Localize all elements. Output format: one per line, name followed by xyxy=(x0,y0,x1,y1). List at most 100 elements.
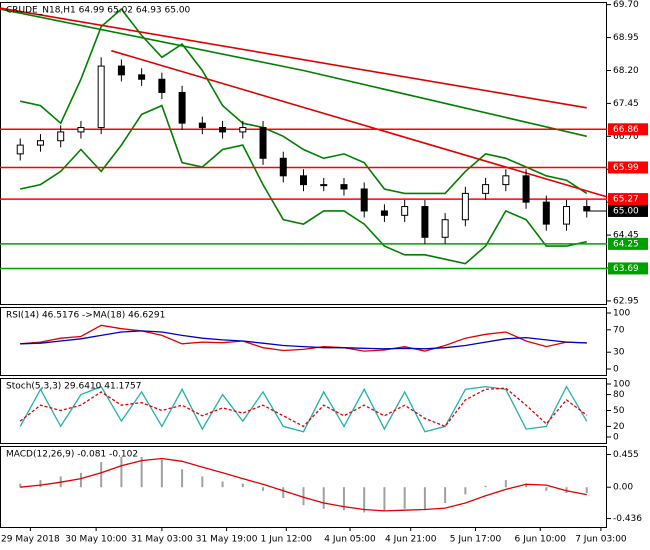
histogram-bar xyxy=(181,469,184,488)
panel-title: MACD(12,26,9) -0.081 -0.102 xyxy=(6,450,138,460)
y-tick-label: 20 xyxy=(613,422,625,432)
histogram-bar xyxy=(565,487,568,493)
candle-body xyxy=(259,127,267,159)
y-tick-label: 0 xyxy=(613,433,619,443)
level-tag xyxy=(608,161,648,174)
y-tick-label: 100 xyxy=(613,380,630,390)
candle-body xyxy=(563,206,571,225)
histogram-bar xyxy=(322,487,325,509)
histogram-bar xyxy=(282,487,285,498)
candle-body xyxy=(421,206,429,238)
candle-body xyxy=(219,127,227,133)
x-tick-label: 5 Jun 17:00 xyxy=(450,535,502,545)
histogram-bar xyxy=(302,487,305,506)
candle-body xyxy=(502,175,510,186)
y-tick-label: 0.00 xyxy=(613,483,633,493)
candle-body xyxy=(279,157,287,177)
y-tick-label: 70 xyxy=(613,325,625,335)
trend-line xyxy=(0,8,587,138)
candle-body xyxy=(340,184,348,190)
histogram-bar xyxy=(19,483,22,488)
x-tick-label: 29 May 2018 xyxy=(1,535,60,545)
x-tick-label: 4 Jun 05:00 xyxy=(324,535,376,545)
histogram-bar xyxy=(383,487,386,511)
panel-title: RSI(14) 46.5176 ->MA(18) 46.6291 xyxy=(6,311,165,321)
last-price-label: 65.00 xyxy=(613,206,639,216)
y-tick-label: 68.95 xyxy=(613,33,639,43)
histogram-bar xyxy=(160,459,163,488)
histogram-bar xyxy=(79,472,82,488)
x-tick-label: 31 May 19:00 xyxy=(196,535,258,545)
y-tick-label: 50 xyxy=(613,406,625,416)
y-tick-label: 0.455 xyxy=(613,450,639,460)
y-tick-label: 62.95 xyxy=(613,296,639,306)
y-tick-label: 67.45 xyxy=(613,99,639,109)
histogram-bar xyxy=(484,485,487,488)
y-tick-label: 100 xyxy=(613,309,630,319)
level-label: 64.25 xyxy=(613,239,639,249)
level-tag xyxy=(608,193,648,206)
candle-body xyxy=(16,144,24,155)
histogram-bar xyxy=(525,483,528,488)
x-tick-label: 31 May 03:00 xyxy=(131,535,193,545)
candle-body xyxy=(239,127,247,133)
candle-body xyxy=(178,91,186,124)
histogram-bar xyxy=(585,487,588,494)
candle-body xyxy=(36,140,44,146)
candle-body xyxy=(300,175,307,186)
level-tag xyxy=(608,123,648,136)
level-label: 66.86 xyxy=(613,125,639,135)
level-tag xyxy=(608,237,648,250)
candle-body xyxy=(522,175,530,203)
candle-body xyxy=(158,78,166,93)
last-price-tag xyxy=(608,204,648,217)
histogram-bar xyxy=(262,487,265,491)
indicator-line xyxy=(20,330,587,350)
histogram-bar xyxy=(241,483,244,488)
candle-body xyxy=(441,219,449,238)
indicator-line xyxy=(19,387,588,428)
histogram-bar xyxy=(363,487,366,513)
band-line xyxy=(20,104,587,265)
x-tick-label: 30 May 10:00 xyxy=(65,535,127,545)
x-tick-label: 1 Jun 12:00 xyxy=(261,535,313,545)
indicator-line xyxy=(20,324,587,352)
trend-line xyxy=(111,49,608,198)
histogram-bar xyxy=(423,487,426,511)
candle-body xyxy=(380,210,388,216)
panel-frame xyxy=(0,307,607,376)
y-tick-label: 66.70 xyxy=(613,132,639,142)
candle-body xyxy=(57,131,65,142)
histogram-bar xyxy=(403,487,406,509)
indicator-line xyxy=(19,385,588,433)
level-tag xyxy=(608,262,648,275)
histogram-bar xyxy=(120,457,123,488)
panel-frame xyxy=(0,446,607,528)
candle-body xyxy=(320,184,328,187)
histogram-bar xyxy=(201,476,204,488)
x-tick-label: 6 Jun 10:00 xyxy=(515,535,567,545)
level-label: 65.99 xyxy=(613,163,639,173)
candle-body xyxy=(117,65,125,76)
candle-body xyxy=(198,122,206,129)
level-label: 63.69 xyxy=(613,264,639,274)
y-tick-label: 64.45 xyxy=(613,231,639,241)
x-tick-label: 4 Jun 21:00 xyxy=(385,535,437,545)
y-tick-label: 0 xyxy=(613,365,619,375)
histogram-bar xyxy=(504,480,507,488)
y-tick-label: 80 xyxy=(613,390,625,400)
panel-title: CRUDE_N18,H1 64.99 65.02 64.93 65.00 xyxy=(6,6,191,16)
panel-frame xyxy=(0,2,607,305)
y-tick-label: 69.70 xyxy=(613,0,639,10)
histogram-bar xyxy=(444,487,447,504)
candle-body xyxy=(482,184,490,194)
candle-body xyxy=(583,206,591,212)
histogram-bar xyxy=(464,487,467,495)
y-tick-label: -0.436 xyxy=(613,514,642,524)
histogram-bar xyxy=(342,487,345,511)
y-tick-label: 30 xyxy=(613,348,625,358)
y-tick-label: 68.20 xyxy=(613,66,639,76)
candle-body xyxy=(461,192,469,221)
signal-line xyxy=(20,457,587,512)
